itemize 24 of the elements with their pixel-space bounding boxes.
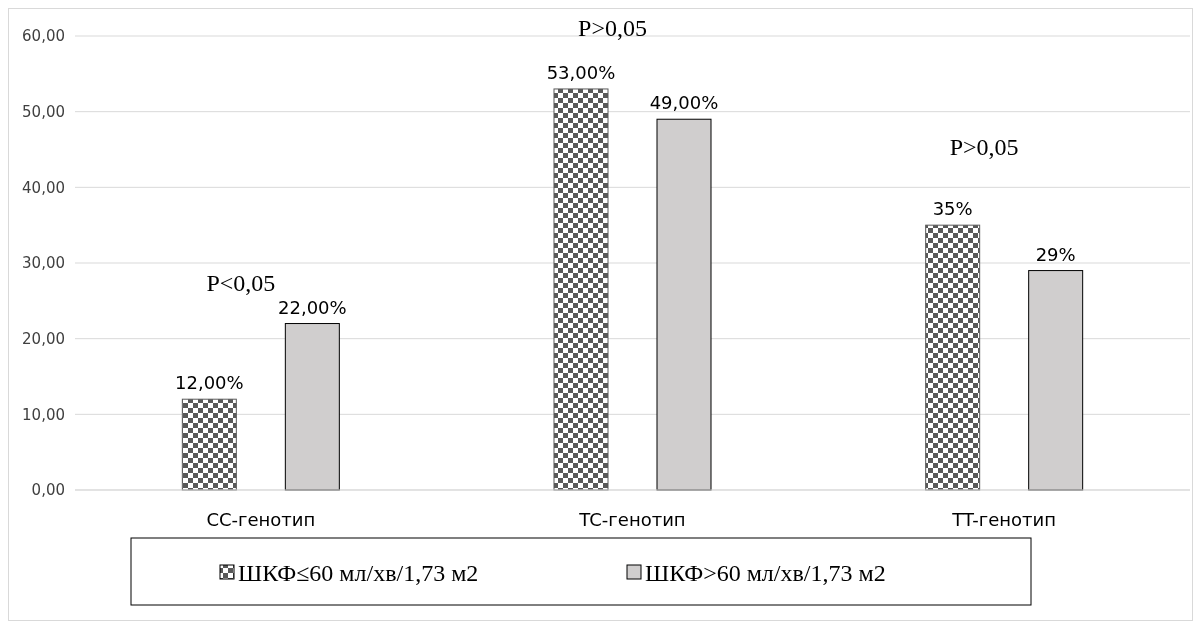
y-tick-label: 20,00: [22, 329, 65, 348]
y-tick-label: 30,00: [22, 254, 65, 273]
data-label: 53,00%: [546, 61, 616, 83]
y-tick-label: 60,00: [22, 27, 65, 46]
legend-label: ШКФ>60 мл/хв/1,73 м2: [645, 560, 886, 587]
bar: [553, 88, 609, 491]
data-label: 22,00%: [278, 296, 347, 318]
bar: [181, 398, 237, 491]
x-tick-label: CC-генотип: [206, 509, 316, 530]
data-label: 29%: [1035, 243, 1076, 265]
annotation: P>0,05: [578, 15, 647, 41]
y-tick-label: 40,00: [22, 178, 65, 197]
x-tick-label: TC-генотип: [578, 509, 686, 530]
legend-label: ШКФ≤60 мл/хв/1,73 м2: [238, 560, 479, 587]
y-tick-label: 10,00: [22, 405, 65, 424]
annotation: P>0,05: [949, 134, 1019, 160]
annotation: P<0,05: [206, 270, 276, 296]
data-label: 35%: [932, 198, 973, 220]
y-tick-label: 50,00: [22, 102, 65, 121]
y-tick-label: 0,00: [31, 481, 65, 500]
data-label: 12,00%: [175, 372, 244, 394]
bar: [925, 224, 981, 491]
x-tick-label: TT-генотип: [951, 509, 1057, 530]
data-label: 49,00%: [649, 92, 719, 114]
